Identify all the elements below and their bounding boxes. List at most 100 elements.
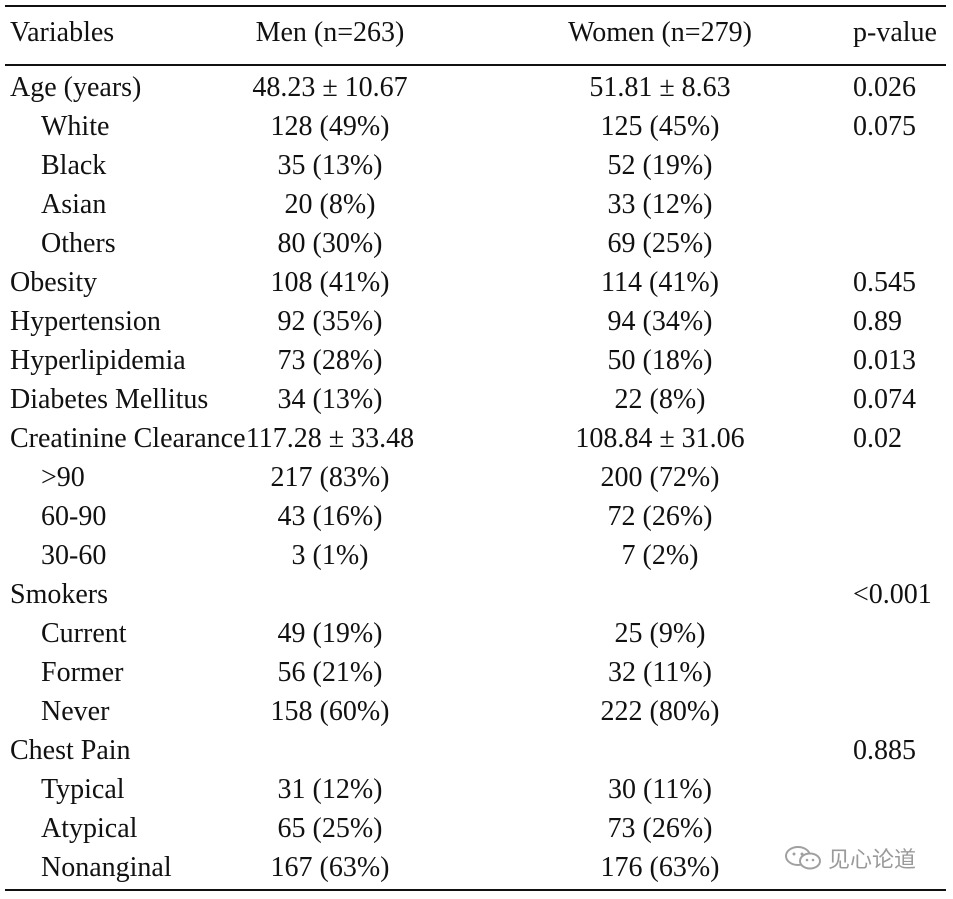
table-row: Asian 20 (8%) 33 (12%) — [0, 185, 953, 224]
men-cell: 56 (21%) — [277, 657, 383, 688]
women-cell: 25 (9%) — [614, 618, 706, 649]
variable-cell: Creatinine Clearance — [10, 423, 246, 454]
women-cell: 50 (18%) — [607, 345, 713, 376]
women-cell: 108.84 ± 31.06 — [575, 423, 745, 454]
table-row: Chest Pain 0.885 — [0, 731, 953, 770]
women-cell: 7 (2%) — [621, 540, 699, 571]
variable-cell: Chest Pain — [10, 735, 131, 766]
women-cell: 94 (34%) — [607, 306, 713, 337]
p-value-cell: 0.075 — [853, 111, 916, 142]
p-value-cell: 0.885 — [853, 735, 916, 766]
women-cell: 33 (12%) — [607, 189, 713, 220]
variable-cell: Asian — [41, 189, 107, 220]
table-row: Others 80 (30%) 69 (25%) — [0, 224, 953, 263]
table-row: White 128 (49%) 125 (45%) 0.075 — [0, 107, 953, 146]
table-row: Typical 31 (12%) 30 (11%) — [0, 770, 953, 809]
variable-cell: Obesity — [10, 267, 98, 298]
variable-cell: Black — [41, 150, 107, 181]
p-value-cell: 0.013 — [853, 345, 916, 376]
men-cell: 167 (63%) — [270, 852, 390, 883]
wechat-icon — [784, 845, 822, 871]
variable-cell: Typical — [41, 774, 125, 805]
p-value-cell: <0.001 — [853, 579, 932, 610]
table-row: 30-60 3 (1%) 7 (2%) — [0, 536, 953, 575]
watermark: 见心论道 — [784, 843, 916, 873]
men-cell: 49 (19%) — [277, 618, 383, 649]
men-cell: 34 (13%) — [277, 384, 383, 415]
variable-cell: Age (years) — [10, 72, 142, 103]
men-cell: 31 (12%) — [277, 774, 383, 805]
table-row: Obesity 108 (41%) 114 (41%) 0.545 — [0, 263, 953, 302]
variable-cell: 60-90 — [41, 501, 107, 532]
women-cell: 72 (26%) — [607, 501, 713, 532]
table-row: >90 217 (83%) 200 (72%) — [0, 458, 953, 497]
men-cell: 158 (60%) — [270, 696, 390, 727]
p-value-cell: 0.545 — [853, 267, 916, 298]
p-value-cell: 0.02 — [853, 423, 902, 454]
table-header: Variables Men (n=263) Women (n=279) p-va… — [0, 12, 953, 54]
men-cell: 3 (1%) — [291, 540, 369, 571]
variable-cell: Former — [41, 657, 124, 688]
men-cell: 108 (41%) — [270, 267, 390, 298]
p-value-cell: 0.89 — [853, 306, 902, 337]
men-cell: 80 (30%) — [277, 228, 383, 259]
women-cell: 52 (19%) — [607, 150, 713, 181]
table-row: Creatinine Clearance 117.28 ± 33.48 108.84… — [0, 419, 953, 458]
table-row: Black 35 (13%) 52 (19%) — [0, 146, 953, 185]
men-cell: 217 (83%) — [270, 462, 390, 493]
women-cell: 22 (8%) — [614, 384, 706, 415]
variable-cell: White — [41, 111, 110, 142]
variable-cell: Smokers — [10, 579, 108, 610]
variable-cell: Current — [41, 618, 127, 649]
variable-cell: Hypertension — [10, 306, 161, 337]
table-row: Never 158 (60%) 222 (80%) — [0, 692, 953, 731]
men-cell: 128 (49%) — [270, 111, 390, 142]
women-cell: 125 (45%) — [600, 111, 720, 142]
men-cell: 92 (35%) — [277, 306, 383, 337]
women-cell: 200 (72%) — [600, 462, 720, 493]
women-cell: 114 (41%) — [601, 267, 719, 298]
variable-cell: Atypical — [41, 813, 138, 844]
p-value-cell: 0.074 — [853, 384, 916, 415]
women-cell: 30 (11%) — [608, 774, 712, 805]
table-top-rule — [5, 5, 946, 7]
table-row: Nonanginal 167 (63%) 176 (63%) — [0, 848, 953, 887]
header-men: Men (n=263) — [255, 17, 405, 48]
header-variables: Variables — [10, 17, 115, 48]
table-header-rule — [5, 64, 946, 66]
women-cell: 69 (25%) — [607, 228, 713, 259]
women-cell: 51.81 ± 8.63 — [589, 72, 731, 103]
men-cell: 35 (13%) — [277, 150, 383, 181]
variable-cell: Hyperlipidemia — [10, 345, 186, 376]
table-row: Hypertension 92 (35%) 94 (34%) 0.89 — [0, 302, 953, 341]
table-row: Age (years) 48.23 ± 10.67 51.81 ± 8.63 0.02… — [0, 68, 953, 107]
header-women: Women (n=279) — [568, 17, 752, 48]
men-cell: 117.28 ± 33.48 — [245, 423, 415, 454]
table-row: Diabetes Mellitus 34 (13%) 22 (8%) 0.074 — [0, 380, 953, 419]
men-cell: 48.23 ± 10.67 — [252, 72, 408, 103]
variable-cell: Nonanginal — [41, 852, 172, 883]
women-cell: 73 (26%) — [607, 813, 713, 844]
men-cell: 65 (25%) — [277, 813, 383, 844]
variable-cell: Never — [41, 696, 110, 727]
variable-cell: Others — [41, 228, 116, 259]
table-row: Hyperlipidemia 73 (28%) 50 (18%) 0.013 — [0, 341, 953, 380]
women-cell: 32 (11%) — [608, 657, 712, 688]
variable-cell: Diabetes Mellitus — [10, 384, 209, 415]
table-row: 60-90 43 (16%) 72 (26%) — [0, 497, 953, 536]
table-bottom-rule — [5, 889, 946, 891]
table-row: Current 49 (19%) 25 (9%) — [0, 614, 953, 653]
women-cell: 222 (80%) — [600, 696, 720, 727]
variable-cell: 30-60 — [41, 540, 107, 571]
table-row: Former 56 (21%) 32 (11%) — [0, 653, 953, 692]
men-cell: 43 (16%) — [277, 501, 383, 532]
table-row: Smokers <0.001 — [0, 575, 953, 614]
men-cell: 20 (8%) — [284, 189, 376, 220]
women-cell: 176 (63%) — [600, 852, 720, 883]
watermark-text: 见心论道 — [828, 848, 917, 873]
variable-cell: >90 — [41, 462, 85, 493]
header-p-value: p-value — [853, 17, 937, 48]
table-row: Atypical 65 (25%) 73 (26%) — [0, 809, 953, 848]
p-value-cell: 0.026 — [853, 72, 916, 103]
men-cell: 73 (28%) — [277, 345, 383, 376]
